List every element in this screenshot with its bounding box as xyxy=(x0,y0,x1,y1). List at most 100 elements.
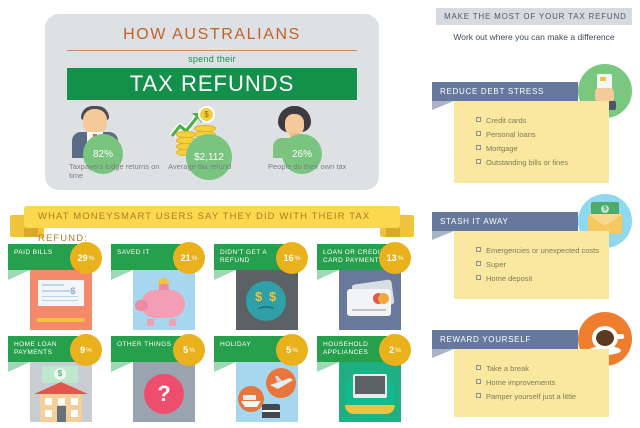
percent-unit: % xyxy=(88,254,95,262)
list-item[interactable]: Outstanding bills or fines xyxy=(476,157,609,168)
stat-value-badge: 82% xyxy=(83,134,123,174)
card-title: PAID BILLS xyxy=(14,249,53,256)
sidebar-header-label: MAKE THE MOST OF YOUR TAX REFUND xyxy=(444,12,627,21)
card-title: OTHER THINGS xyxy=(117,341,172,348)
boat-icon xyxy=(241,395,261,407)
list-item[interactable]: Take a break xyxy=(476,363,609,374)
section-title: STASH IT AWAY xyxy=(440,217,509,226)
percent-unit: % xyxy=(189,346,195,354)
businessman-icon: 82% xyxy=(69,106,127,174)
card-paid-bills[interactable]: $ PAID BILLS 29% xyxy=(8,242,108,330)
list-item[interactable]: Personal loans xyxy=(476,129,609,140)
house-icon: $ xyxy=(30,362,92,422)
section-fold xyxy=(432,101,454,110)
list-item[interactable]: Emergencies or unexpected costs xyxy=(476,245,609,256)
stat-value-badge: 26% xyxy=(282,134,322,174)
percent-unit: % xyxy=(191,254,198,262)
hero-subtitle: spend their xyxy=(188,54,236,64)
card-didnt-get-refund[interactable]: $ $ DIDN'T GET A REFUND 16% xyxy=(214,242,314,330)
card-holiday[interactable]: HOLIDAY 5% xyxy=(214,334,314,422)
section-fold xyxy=(432,349,454,358)
list-item[interactable]: Home improvements xyxy=(476,377,609,388)
title-divider xyxy=(67,50,357,51)
section-list: Emergencies or unexpected costs Super Ho… xyxy=(454,231,609,299)
stat-label: Taxpayers lodge returns on time xyxy=(69,162,160,180)
ribbon-banner: WHAT MONEYSMART USERS SAY THEY DID WITH … xyxy=(10,204,414,244)
woman-icon: 26% xyxy=(268,106,326,174)
card-percent-value: 5 xyxy=(286,345,292,355)
card-percent-badge: 5% xyxy=(173,334,205,366)
stat-label: People do their own tax xyxy=(268,162,347,171)
question-mark-icon: ? xyxy=(133,362,195,422)
section-panel: Take a break Home improvements Pamper yo… xyxy=(454,349,609,417)
card-percent-badge: 9% xyxy=(70,334,102,366)
card-fold xyxy=(317,270,339,280)
card-fold xyxy=(111,270,133,280)
card-percent-badge: 2% xyxy=(379,334,411,366)
card-percent-badge: 16% xyxy=(276,242,308,274)
list-item[interactable]: Credit cards xyxy=(476,115,609,126)
list-item[interactable]: Home deposit xyxy=(476,273,609,284)
card-other-things[interactable]: ? OTHER THINGS 5% xyxy=(111,334,211,422)
ribbon-label: WHAT MONEYSMART USERS SAY THEY DID WITH … xyxy=(38,211,371,244)
card-title: HOME LOAN PAYMENTS xyxy=(14,341,58,356)
stat-taxpayers-on-time: 82% Taxpayers lodge returns on time xyxy=(57,106,169,180)
card-title: DIDN'T GET A REFUND xyxy=(220,249,267,264)
travel-icon xyxy=(236,362,298,422)
card-fold xyxy=(111,362,133,372)
sidebar: MAKE THE MOST OF YOUR TAX REFUND Work ou… xyxy=(424,0,640,428)
card-percent-value: 16 xyxy=(283,253,294,263)
card-loan-credit-card[interactable]: LOAN OR CREDIT CARD PAYMENTS 13% xyxy=(317,242,417,330)
page-title: HOW AUSTRALIANS xyxy=(123,26,301,43)
hero-stats: 82% Taxpayers lodge returns on time xyxy=(45,106,379,190)
plane-icon xyxy=(270,376,293,389)
section-title: REDUCE DEBT STRESS xyxy=(440,87,545,96)
ribbon-fold-right xyxy=(386,227,400,237)
card-percent-badge: 21% xyxy=(173,242,205,274)
sad-face-icon: $ $ xyxy=(236,270,298,330)
card-fold xyxy=(8,362,30,372)
section-list: Credit cards Personal loans Mortgage Out… xyxy=(454,101,609,183)
list-item[interactable]: Super xyxy=(476,259,609,270)
section-title-bar: REWARD YOURSELF xyxy=(432,330,578,349)
card-household-appliances[interactable]: HOUSEHOLD APPLIANCES 2% xyxy=(317,334,417,422)
sidebar-subheader: Work out where you can make a difference xyxy=(453,32,615,42)
card-percent-value: 29 xyxy=(77,253,88,263)
suitcase-icon xyxy=(262,404,280,418)
percent-unit: % xyxy=(397,254,404,262)
card-percent-badge: 29% xyxy=(70,242,102,274)
section-title: REWARD YOURSELF xyxy=(440,335,531,344)
left-column: HOW AUSTRALIANS spend their TAX REFUNDS … xyxy=(8,14,420,424)
section-fold xyxy=(432,231,454,240)
sidebar-header: MAKE THE MOST OF YOUR TAX REFUND xyxy=(436,8,632,25)
card-percent-badge: 13% xyxy=(379,242,411,274)
section-list: Take a break Home improvements Pamper yo… xyxy=(454,349,609,417)
hero-band: TAX REFUNDS xyxy=(67,68,357,100)
refund-usage-cards: $ PAID BILLS 29% xyxy=(8,242,420,424)
computer-icon xyxy=(339,362,401,422)
card-percent-value: 13 xyxy=(386,253,397,263)
card-saved-it[interactable]: SAVED IT 21% xyxy=(111,242,211,330)
card-title: HOLIDAY xyxy=(220,341,252,348)
section-title-bar: REDUCE DEBT STRESS xyxy=(432,82,578,101)
card-title: SAVED IT xyxy=(117,249,150,256)
ribbon-body: WHAT MONEYSMART USERS SAY THEY DID WITH … xyxy=(24,206,400,244)
credit-card-icon xyxy=(339,270,401,330)
card-percent-badge: 5% xyxy=(276,334,308,366)
card-title: LOAN OR CREDIT CARD PAYMENTS xyxy=(323,249,385,264)
card-percent-value: 5 xyxy=(183,345,189,355)
card-home-loan-payments[interactable]: $ HOME LOAN PAYMENTS xyxy=(8,334,108,422)
list-item[interactable]: Pamper yourself just a little xyxy=(476,391,609,402)
money-growth-icon: $ $2,112 xyxy=(168,106,232,180)
section-panel: Credit cards Personal loans Mortgage Out… xyxy=(454,101,609,183)
section-panel: Emergencies or unexpected costs Super Ho… xyxy=(454,231,609,299)
card-title: HOUSEHOLD APPLIANCES xyxy=(323,341,369,356)
card-fold xyxy=(214,270,236,280)
percent-unit: % xyxy=(294,254,301,262)
ribbon-fold-left xyxy=(24,227,38,237)
list-item[interactable]: Mortgage xyxy=(476,143,609,154)
piggy-bank-icon xyxy=(133,270,195,330)
stat-average-refund: $ $2,112 Average tax refund xyxy=(156,106,268,180)
card-fold xyxy=(8,270,30,280)
card-fold xyxy=(214,362,236,372)
